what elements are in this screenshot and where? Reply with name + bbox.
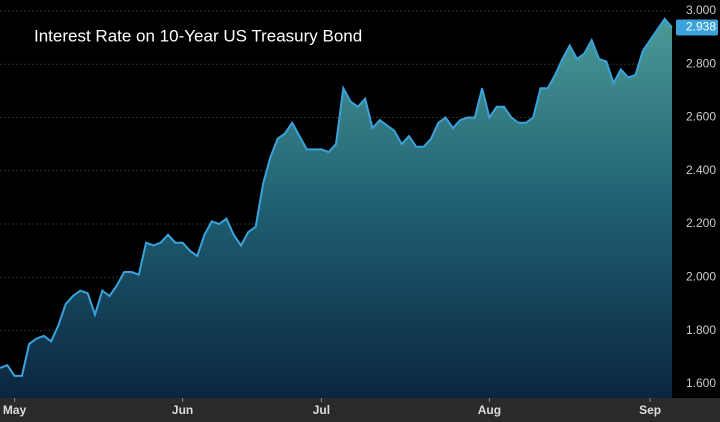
y-tick-label: 2.800 [686, 56, 716, 70]
line [0, 17, 673, 377]
x-tick-label: Jul [313, 403, 330, 417]
area [0, 18, 672, 399]
y-tick-label: 2.400 [686, 163, 716, 177]
x-tick-label: Aug [478, 403, 501, 417]
y-tick-label: 2.200 [686, 216, 716, 230]
value-label-box [676, 19, 718, 36]
value-label: 2.938 [686, 20, 716, 34]
y-tick-label: 2.600 [686, 110, 716, 124]
x-tick-label: Jun [172, 403, 193, 417]
y-tick-label: 1.600 [686, 376, 716, 390]
y-tick-label: 2.000 [686, 269, 716, 283]
chart-title: Interest Rate on 10-Year US Treasury Bon… [34, 26, 362, 45]
x-tick-label: May [3, 403, 27, 417]
x-axis-band [0, 398, 720, 422]
y-tick-label: 3.000 [686, 3, 716, 17]
x-tick-label: Sep [639, 403, 661, 417]
y-tick-label: 1.800 [686, 323, 716, 337]
